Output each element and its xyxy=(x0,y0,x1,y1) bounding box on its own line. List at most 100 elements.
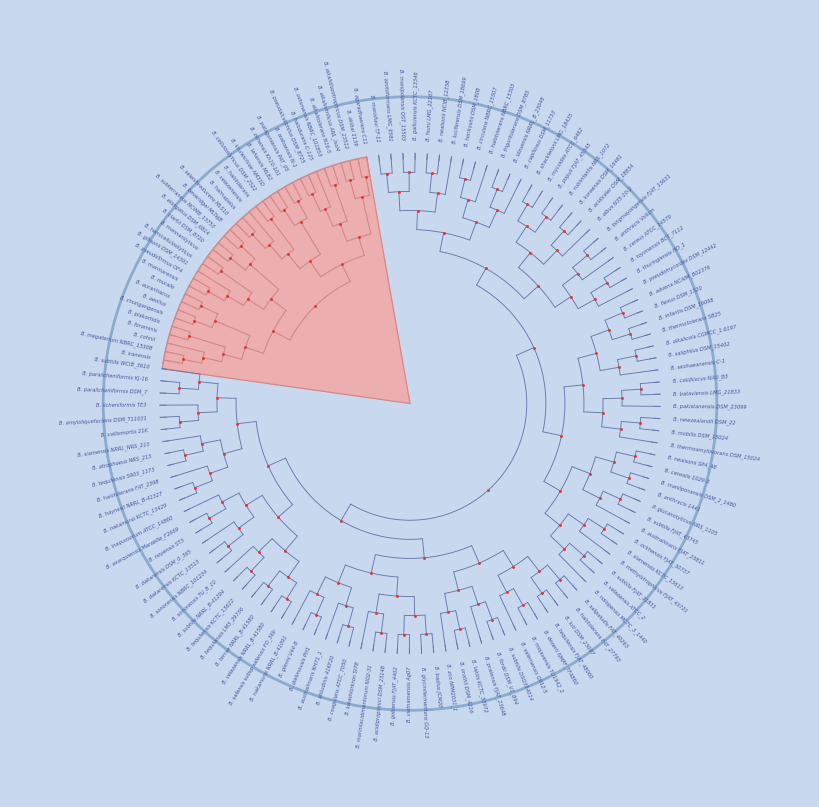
Text: B. lehensis MLB2: B. lehensis MLB2 xyxy=(245,142,272,182)
Text: B. halmapalus: B. halmapalus xyxy=(207,179,235,210)
Text: P. glucanolyticus NRS_1105: P. glucanolyticus NRS_1105 xyxy=(650,504,717,537)
Text: B. aurantiacus: B. aurantiacus xyxy=(134,279,170,299)
Text: B. manliponensis DSM_2_1480: B. manliponensis DSM_2_1480 xyxy=(659,479,735,508)
Text: B. axarquiensis Marseille_F2669: B. axarquiensis Marseille_F2669 xyxy=(105,526,179,570)
Text: B. siamensis NRRL_NRS_213: B. siamensis NRRL_NRS_213 xyxy=(77,441,150,458)
Text: B. subtilis DSQ314014: B. subtilis DSQ314014 xyxy=(507,646,533,701)
Text: B. advena NCAIM_B02376: B. advena NCAIM_B02376 xyxy=(648,264,710,297)
Text: B. oshimensis NBRC_101853: B. oshimensis NBRC_101853 xyxy=(292,86,322,157)
Text: B. acidipropionici DSM_23148: B. acidipropionici DSM_23148 xyxy=(373,665,386,742)
Text: B. saliphilus DSM_15402: B. saliphilus DSM_15402 xyxy=(667,341,730,358)
Text: B. licheniformis TE3: B. licheniformis TE3 xyxy=(96,403,147,408)
Text: B. glenni V44-8: B. glenni V44-8 xyxy=(278,641,300,678)
Text: B. newzealandii DSM_22: B. newzealandii DSM_22 xyxy=(672,416,735,426)
Text: B. australimaris NH71_1: B. australimaris NH71_1 xyxy=(297,650,324,710)
Text: B. nealsonii SP4_48: B. nealsonii SP4_48 xyxy=(667,455,716,470)
Text: B. cohnii: B. cohnii xyxy=(133,332,155,342)
Text: B. tequilensis KCTC_13622: B. tequilensis KCTC_13622 xyxy=(185,597,235,651)
Text: B. horikoshii DSM_1808: B. horikoshii DSM_1808 xyxy=(463,87,482,147)
Text: B. anthracis Vollum: B. anthracis Vollum xyxy=(613,207,656,241)
Text: B. dielimousis PH1: B. dielimousis PH1 xyxy=(288,646,311,692)
Text: B. pseudomycoides DSM_12442: B. pseudomycoides DSM_12442 xyxy=(642,243,717,285)
Text: B. populi FJAT_45345: B. populi FJAT_45345 xyxy=(557,141,592,189)
Text: B. pseudalcaliphilus DSM_8725: B. pseudalcaliphilus DSM_8725 xyxy=(268,89,305,164)
Text: B. alkalinitrilicus ANL_isol4: B. alkalinitrilicus ANL_isol4 xyxy=(315,84,340,151)
Text: B. salipaludis FAT_40263: B. salipaludis FAT_40263 xyxy=(582,598,629,649)
Text: B. gibsonii DSM_14391: B. gibsonii DSM_14391 xyxy=(135,231,188,266)
Text: B. clarkii DSM_8720: B. clarkii DSM_8720 xyxy=(161,208,204,244)
Text: B. subtilis NRRL_B-41294: B. subtilis NRRL_B-41294 xyxy=(177,588,226,638)
Text: B. beveridgei MLTeJB: B. beveridgei MLTeJB xyxy=(181,182,222,223)
Text: B. ndiopensis MCTC_3_1440: B. ndiopensis MCTC_3_1440 xyxy=(592,589,646,644)
Text: B. flexus DSM_1320: B. flexus DSM_1320 xyxy=(653,285,702,309)
Text: B. megaterium NBRC_15308: B. megaterium NBRC_15308 xyxy=(80,331,153,352)
Text: B. inaquosorum ATCC_14860: B. inaquosorum ATCC_14860 xyxy=(104,515,174,552)
Text: B. cerealis 1029-3: B. cerealis 1029-3 xyxy=(663,467,709,484)
Text: B. tequilensis S903_1173: B. tequilensis S903_1173 xyxy=(92,466,156,487)
Text: B. luciferensis DSM_18699: B. luciferensis DSM_18699 xyxy=(450,77,468,144)
Text: B. terrae NRRL_B-41580: B. terrae NRRL_B-41580 xyxy=(214,613,256,667)
Text: B. coagulans ATCC_7050: B. coagulans ATCC_7050 xyxy=(327,659,348,721)
Text: B. bingmayongensis FJAT_13631: B. bingmayongensis FJAT_13631 xyxy=(605,173,672,232)
Text: B. aeolius: B. aeolius xyxy=(142,293,166,307)
Text: B. atitudinis 41KF20: B. atitudinis 41KF20 xyxy=(315,654,336,705)
Text: B. marmarensis: B. marmarensis xyxy=(141,259,179,282)
Text: B. nealsonii NCIB_12338: B. nealsonii NCIB_12338 xyxy=(437,80,450,142)
Text: B. sonorensis TU_B_10: B. sonorensis TU_B_10 xyxy=(170,579,217,622)
Text: B. vallismortis 21K: B. vallismortis 21K xyxy=(101,429,148,438)
Text: B. haynesii NRRL_B-41327: B. haynesii NRRL_B-41327 xyxy=(98,491,163,519)
Text: B. akibai 1139: B. akibai 1139 xyxy=(345,110,357,146)
Text: B. krulwichiae AM31D: B. krulwichiae AM31D xyxy=(229,137,265,186)
Text: B. shackletonii LMG_18435: B. shackletonii LMG_18435 xyxy=(535,112,573,175)
Text: B. halotolerans NBRC_15303: B. halotolerans NBRC_15303 xyxy=(488,82,516,154)
Text: B. zco NPM2031_1: B. zco NPM2031_1 xyxy=(445,663,457,712)
Text: B. subtilis WCIB_3610: B. subtilis WCIB_3610 xyxy=(93,357,149,370)
Text: B. mobilis DSM_15024: B. mobilis DSM_15024 xyxy=(671,429,728,441)
Text: B. manipolensis QST_15503: B. manipolensis QST_15503 xyxy=(397,69,405,140)
Text: B. mycoides ATCC_6462: B. mycoides ATCC_6462 xyxy=(546,126,584,182)
Text: B. fordii DSM_V1_B94: B. fordii DSM_V1_B94 xyxy=(495,651,518,705)
Text: B. thuringiensis HD_1: B. thuringiensis HD_1 xyxy=(636,241,686,274)
Text: B. cereus ATCC_14579: B. cereus ATCC_14579 xyxy=(622,214,672,253)
Text: B. alkalicola CGMCC_1.6197: B. alkalicola CGMCC_1.6197 xyxy=(665,324,736,345)
Text: B. wakoensis N-1: B. wakoensis N-1 xyxy=(273,127,296,168)
Text: B. plakortidis: B. plakortidis xyxy=(127,309,161,324)
Text: B. halodurans C-125: B. halodurans C-125 xyxy=(289,110,314,161)
Text: B. pakistanensis DSM_23099: B. pakistanensis DSM_23099 xyxy=(672,404,746,410)
Text: B. deserti NMPF_TFA860: B. deserti NMPF_TFA860 xyxy=(541,629,577,685)
Text: B. circulans NBRC_15307: B. circulans NBRC_15307 xyxy=(476,86,498,150)
Text: B. orothii DSM_4216: B. orothii DSM_4216 xyxy=(457,662,473,713)
Text: B. anthracis 1441: B. anthracis 1441 xyxy=(655,492,699,512)
Text: B. koreensis DSM_16461: B. koreensis DSM_16461 xyxy=(577,153,622,205)
Text: B. atrophaeus NRS_213: B. atrophaeus NRS_213 xyxy=(93,454,152,471)
Text: B. toyonensis BCT_7112: B. toyonensis BCT_7112 xyxy=(629,224,684,263)
Text: B. bataviensis LMG_21833: B. bataviensis LMG_21833 xyxy=(672,388,740,396)
Circle shape xyxy=(103,97,716,710)
Text: B. agaradhaerens C11: B. agaradhaerens C11 xyxy=(351,87,366,144)
Text: B. albus N35-10-2: B. albus N35-10-2 xyxy=(597,186,633,222)
Text: B. pseudofirmus OF4: B. pseudofirmus OF4 xyxy=(134,243,183,274)
Text: B. subterraneus NCIMB_13753: B. subterraneus NCIMB_13753 xyxy=(154,173,216,229)
Text: B. iranensis: B. iranensis xyxy=(121,350,151,360)
Text: B. marisflavi TF-11: B. marisflavi TF-11 xyxy=(368,95,379,143)
Text: B. marinilacidimentorum NO2-31: B. marinilacidimentorum NO2-31 xyxy=(355,663,373,748)
Text: B. halotolerans FAT_2398: B. halotolerans FAT_2398 xyxy=(96,479,159,503)
Text: B. badius JCM20: B. badius JCM20 xyxy=(432,666,441,707)
Text: B. azotoformans LMG_9581: B. azotoformans LMG_9581 xyxy=(381,70,392,141)
Text: B. halotolerans: B. halotolerans xyxy=(222,165,250,198)
Text: B. australimaris FJAT_23811: B. australimaris FJAT_23811 xyxy=(639,527,704,567)
Text: B. alkalidiazotrophicus DSM_23512: B. alkalidiazotrophicus DSM_23512 xyxy=(321,61,349,148)
Text: B. siamensis KCTC_13613: B. siamensis KCTC_13613 xyxy=(626,550,683,591)
Text: B. glycinifermentans GQ-13: B. glycinifermentans GQ-13 xyxy=(419,667,428,738)
Text: B. capillosus DSM_11733: B. capillosus DSM_11733 xyxy=(523,109,557,169)
Text: B. elongatus DSM_6814: B. elongatus DSM_6814 xyxy=(160,193,210,236)
Text: B. foraminis: B. foraminis xyxy=(127,320,157,333)
Text: B. hemicellulosilyticus: B. hemicellulosilyticus xyxy=(143,223,192,258)
Text: B. kwashiorkron SI78: B. kwashiorkron SI78 xyxy=(345,661,360,715)
Text: B. calidilacus NAU_B3: B. calidilacus NAU_B3 xyxy=(672,374,727,383)
Text: B. patagoniensis PAT_05: B. patagoniensis PAT_05 xyxy=(255,115,288,173)
Text: B. velezenensis: B. velezenensis xyxy=(213,170,242,203)
Text: B. frigoritolerans DSM_8785: B. frigoritolerans DSM_8785 xyxy=(500,90,531,158)
Text: B. galliciensis KCTC_13346: B. galliciensis KCTC_13346 xyxy=(412,72,419,140)
Text: B. methylotrophicus FJAT_43721: B. methylotrophicus FJAT_43721 xyxy=(618,560,687,614)
